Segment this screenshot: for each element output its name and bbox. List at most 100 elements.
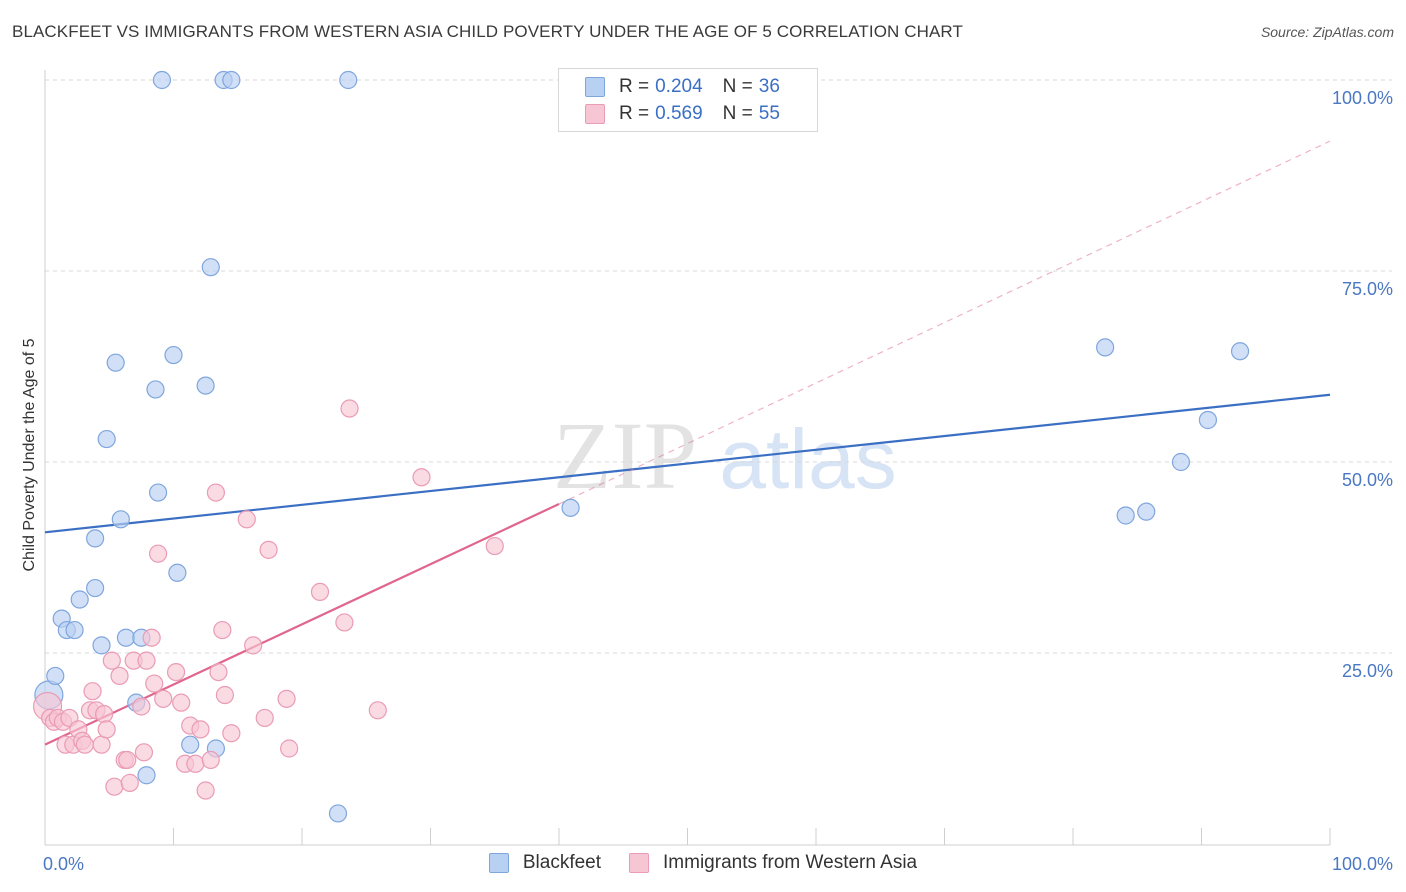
blackfeet-point [561,498,580,517]
western-asia-point [310,582,330,601]
blackfeet-point [1198,410,1218,430]
blackfeet-point [106,353,125,372]
blackfeet-swatch [585,77,605,97]
blackfeet-point [168,563,187,582]
western-asia-point [244,636,263,655]
data-points [32,70,1250,823]
y-axis-label: Child Poverty Under the Age of 5 [21,338,38,571]
western-asia-point [97,720,116,739]
western-asia-point [222,724,241,743]
watermark-atlas: atlas [719,412,896,506]
blackfeet-point [1096,338,1115,357]
tick-labels: 100.0% 75.0% 50.0% 25.0% 0.0% 100.0% [43,88,1393,874]
chart-title: BLACKFEET VS IMMIGRANTS FROM WESTERN ASI… [12,22,963,41]
blackfeet-point [46,666,65,686]
western-asia-point [102,651,121,670]
series-legend: Blackfeet Immigrants from Western Asia [0,852,1406,874]
legend-item-western-asia: Immigrants from Western Asia [629,852,917,874]
blackfeet-point [70,590,89,609]
western-asia-point [255,708,274,728]
western-asia-point [191,720,210,739]
r-label: R = [619,76,650,97]
r-value: 0.204 [655,76,703,97]
western-asia-point [209,662,228,682]
western-asia-point [412,468,431,487]
legend-label: Immigrants from Western Asia [663,852,918,873]
western-asia-point [154,689,173,708]
legend-row-western-asia: R = 0.569 N = 55 [585,102,780,126]
legend-label: Blackfeet [522,852,602,873]
western-asia-point [92,735,111,754]
watermark-zip: ZIP [553,402,697,509]
western-asia-point [105,777,124,796]
western-asia-point [368,701,387,720]
source-label: Source: ZipAtlas.com [1260,24,1394,40]
correlation-legend: R = 0.204 N = 36 R = 0.569 N = 55 [558,68,818,132]
blackfeet-point [152,70,172,90]
western-asia-point [259,540,278,559]
blackfeet-point [146,380,165,399]
blackfeet-point [65,620,84,640]
western-asia-trend-line [44,503,560,746]
grid-lines [45,79,1392,654]
r-value: 0.569 [655,103,703,124]
western-asia-point [83,682,102,701]
blackfeet-point [181,735,200,754]
western-asia-swatch [585,104,605,124]
legend-item-blackfeet: Blackfeet [488,852,602,874]
blackfeet-swatch [488,853,509,873]
y-tick-label: 25.0% [1342,661,1393,681]
western-asia-point [186,754,205,773]
blackfeet-trend-line [44,393,1331,534]
blackfeet-point [1137,502,1156,521]
n-value: 36 [758,76,780,97]
y-tick-label: 50.0% [1342,470,1393,490]
western-asia-point [142,628,161,647]
blackfeet-point [148,483,168,502]
western-asia-point [132,697,151,716]
blackfeet-point [196,376,215,395]
n-value: 55 [758,103,780,124]
western-asia-point [134,743,154,762]
blackfeet-point [116,628,136,647]
western-asia-point [237,510,256,529]
r-label: R = [619,103,650,124]
y-tick-label: 100.0% [1332,88,1393,108]
blackfeet-point [201,258,220,277]
watermark: ZIP atlas [553,402,897,509]
y-tick-label: 75.0% [1342,279,1393,299]
western-asia-swatch [629,853,650,873]
western-asia-point [95,705,114,724]
n-label: N = [722,76,753,97]
legend-row-blackfeet: R = 0.204 N = 36 [585,75,780,99]
western-asia-point [213,620,232,640]
blackfeet-point [92,636,111,655]
western-asia-point [215,685,234,705]
western-asia-point [201,750,220,770]
western-asia-point [75,735,94,754]
x-tick-label: 0.0% [43,854,84,874]
western-asia-point [118,750,137,770]
blackfeet-point [1230,342,1250,361]
blackfeet-point [222,70,241,90]
blackfeet-point [328,804,348,823]
blackfeet-point [1116,506,1135,525]
western-asia-point [485,536,504,556]
western-asia-point [137,651,156,670]
blackfeet-point [339,70,358,90]
western-asia-point [206,483,226,502]
blackfeet-point [86,529,105,548]
western-asia-point [335,613,354,632]
blackfeet-point [111,510,130,529]
blackfeet-point [97,429,116,449]
western-asia-point [145,674,164,693]
western-asia-point [280,739,299,758]
blackfeet-point [86,578,105,598]
western-asia-point [196,781,215,800]
western-asia-point [148,544,168,563]
western-asia-point [110,666,129,686]
blackfeet-point [137,766,156,785]
western-asia-point [277,689,296,708]
x-tick-label: 100.0% [1332,854,1393,874]
